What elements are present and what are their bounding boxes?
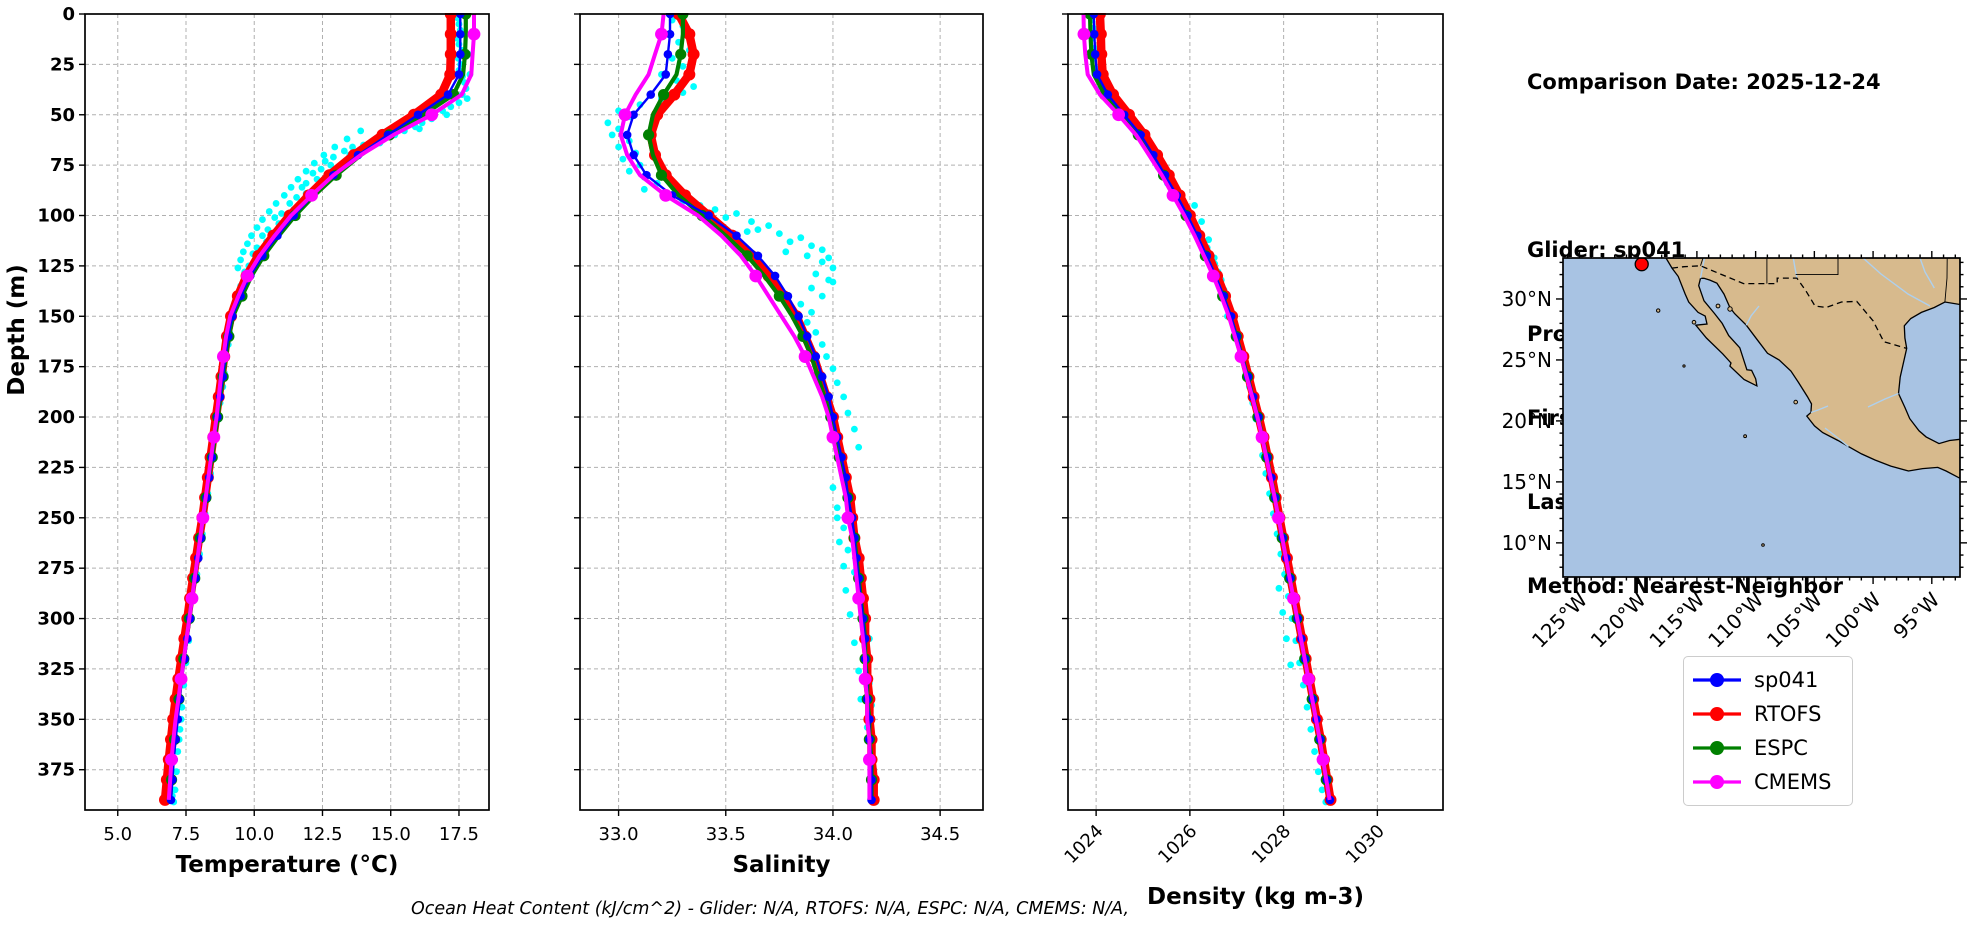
map-lon-tick-label: 95°W [1888, 587, 1944, 643]
x-tick-label: 17.5 [439, 824, 479, 845]
series-markers-CMEMS [165, 27, 481, 767]
y-tick-label: 50 [50, 105, 75, 126]
glider-location-marker [1634, 258, 1649, 272]
y-tick-label: 325 [37, 659, 75, 680]
y-tick-label: 300 [37, 609, 75, 630]
axis-ticks [1062, 13, 1379, 816]
spacer [1527, 152, 1881, 180]
y-tick-label: 200 [37, 407, 75, 428]
legend-line-marker-icon [1693, 741, 1741, 755]
map-lon-tick-label: 125°W [1527, 587, 1592, 652]
x-tick-label: 33.5 [706, 824, 746, 845]
x-tick-label: 15.0 [371, 824, 411, 845]
legend-label: ESPC [1754, 736, 1808, 760]
series-markers-CMEMS [1077, 27, 1330, 767]
y-tick-label: 375 [37, 760, 75, 781]
x-tick-label: 7.5 [172, 824, 201, 845]
legend-line-marker-icon [1693, 775, 1741, 789]
x-tick-label: 1024 [1060, 821, 1107, 868]
y-tick-label: 0 [62, 4, 75, 25]
temperature-profile-chart: 5.0 7.5 10.0 12.5 15.0 17.5 0 25 50 75 100 125 150 17… [4, 4, 490, 878]
x-axis-label: Temperature (°C) [176, 852, 399, 878]
legend-label: RTOFS [1754, 702, 1822, 726]
axis-ticks [79, 13, 460, 816]
legend-item-sp041: sp041 [1692, 663, 1842, 697]
map-lon-tick-label: 105°W [1762, 587, 1827, 652]
plot-frame [84, 13, 490, 811]
map-tick-marks [1556, 251, 1967, 584]
x-tick-label: 33.0 [599, 824, 639, 845]
y-tick-label: 75 [50, 155, 75, 176]
map-islands [1656, 303, 1798, 547]
y-tick-label: 225 [37, 457, 75, 478]
y-tick-label: 150 [37, 306, 75, 327]
map-lat-tick-label: 30°N [1502, 287, 1552, 311]
x-axis-label: Density (kg m-3) [1147, 884, 1364, 910]
location-map: 30°N 25°N 20°N 15°N 10°N 125°W120°W115°W110°W… [1502, 251, 1967, 653]
axis-ticks [574, 13, 941, 816]
map-lon-tick-label: 120°W [1586, 587, 1651, 652]
plot-frame [1067, 13, 1444, 811]
map-lon-tick-label: 100°W [1821, 587, 1886, 652]
y-tick-label: 25 [50, 54, 75, 75]
series-line-CMEMS [1081, 13, 1332, 801]
y-tick-label: 275 [37, 558, 75, 579]
legend-line-marker-icon [1693, 707, 1741, 721]
comparison-date-text: Comparison Date: 2025-12-24 [1527, 70, 1881, 94]
legend-item-CMEMS: CMEMS [1692, 765, 1842, 799]
y-tick-label: 175 [37, 357, 75, 378]
y-tick-label: 125 [37, 256, 75, 277]
x-tick-label: 34.5 [920, 824, 960, 845]
profile-charts: 5.0 7.5 10.0 12.5 15.0 17.5 0 25 50 75 100 125 150 17… [4, 4, 1444, 910]
salinity-profile-chart: 33.0 33.5 34.0 34.5 Salinity [574, 13, 984, 878]
method-text: Method: Nearest-Neighbor [1527, 574, 1843, 598]
map-lon-tick-label: 110°W [1703, 587, 1768, 652]
map-frame [1562, 257, 1961, 578]
map-land [1665, 258, 1960, 480]
y-tick-label: 350 [37, 709, 75, 730]
y-axis-label: Depth (m) [4, 264, 30, 396]
x-tick-label: 1026 [1154, 821, 1201, 868]
plot-frame [579, 13, 984, 811]
legend-item-ESPC: ESPC [1692, 731, 1842, 765]
x-tick-label: 1030 [1342, 821, 1389, 868]
map-lat-tick-label: 10°N [1502, 531, 1552, 555]
x-tick-label: 10.0 [234, 824, 274, 845]
map-lon-tick-label: 115°W [1644, 587, 1709, 652]
legend-label: CMEMS [1754, 770, 1832, 794]
map-lat-tick-label: 15°N [1502, 470, 1552, 494]
legend-item-RTOFS: RTOFS [1692, 697, 1842, 731]
map-state-borders [1700, 258, 1948, 303]
y-tick-label: 250 [37, 508, 75, 529]
x-tick-label: 1028 [1248, 821, 1295, 868]
legend-label: sp041 [1754, 668, 1819, 692]
y-tick-label: 100 [37, 206, 75, 227]
x-axis-label: Salinity [732, 852, 830, 878]
legend-line-marker-icon [1693, 673, 1741, 687]
series-markers-CMEMS [618, 27, 876, 767]
density-profile-chart: 1024 1026 1028 1030 Density (kg m-3) [1060, 13, 1444, 910]
x-tick-label: 12.5 [302, 824, 342, 845]
map-lat-tick-label: 20°N [1502, 409, 1552, 433]
legend: sp041 RTOFS ESPC CMEMS [1683, 656, 1853, 806]
map-lat-tick-label: 25°N [1502, 348, 1552, 372]
series-line-CMEMS [618, 13, 872, 800]
series-line-CMEMS [166, 14, 476, 801]
ocean-heat-content-note: Ocean Heat Content (kJ/cm^2) - Glider: N… [410, 899, 1130, 919]
x-tick-label: 5.0 [103, 824, 132, 845]
x-tick-label: 34.0 [813, 824, 853, 845]
map-us-mexico-border [1671, 265, 1907, 350]
